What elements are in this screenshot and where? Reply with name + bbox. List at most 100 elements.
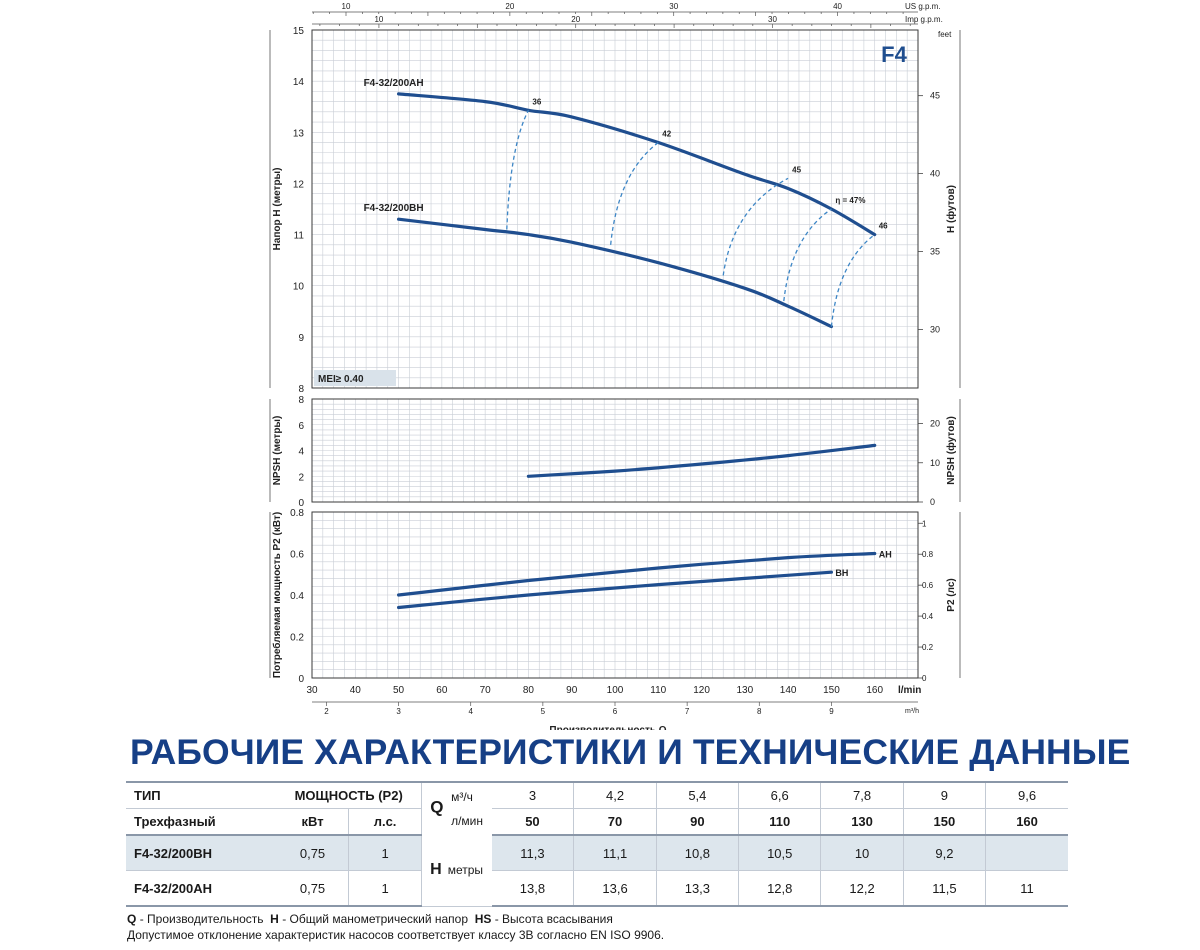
footnote-legend: Q - Производительность H - Общий маномет… <box>127 912 613 926</box>
efficiency-label: η = 47% <box>835 196 865 205</box>
series-line <box>526 443 877 478</box>
q-lmin-cell: 130 <box>820 808 904 836</box>
top-axis-imp-label: 10 <box>374 15 383 24</box>
footnote-q-text: - Производительность <box>139 912 264 926</box>
y-tick-label: 6 <box>298 421 304 432</box>
table-row: F4-32/200AH 0,75 1 13,8 13,6 13,3 12,8 1… <box>126 870 1068 907</box>
plot-frame <box>311 511 919 679</box>
efficiency-line <box>506 109 530 230</box>
power-hp: 1 <box>348 870 422 907</box>
power-kw: 0,75 <box>276 870 349 907</box>
right-unit-label: feet <box>938 30 952 39</box>
y-tick-label: 0.6 <box>290 550 304 561</box>
series-label: AH <box>879 550 892 560</box>
q-m3h-cell: 6,6 <box>738 781 821 809</box>
q-m3h-cell: 3 <box>491 781 574 809</box>
q-lmin-cell: 110 <box>738 808 821 836</box>
y-right-tick-label: 40 <box>930 169 940 179</box>
top-axis-us-label: 30 <box>669 2 678 11</box>
head-value: 10,5 <box>738 835 821 871</box>
y-tick-label: 10 <box>293 282 305 293</box>
q-unit-m3h: м³/ч <box>451 790 473 804</box>
x-m3h-label: 3 <box>396 707 401 716</box>
y-tick-label: 0.4 <box>290 591 304 602</box>
y-tick-label: 8 <box>298 384 304 395</box>
head-value: 12,8 <box>738 870 821 907</box>
mei-box <box>314 370 396 386</box>
x-tick-label: 150 <box>823 685 840 696</box>
x-tick-label: 70 <box>480 685 492 696</box>
y-tick-label: 13 <box>293 128 305 139</box>
q-m3h-cell: 9 <box>902 781 986 809</box>
head-value <box>985 835 1068 871</box>
x-tick-label: 140 <box>780 685 797 696</box>
series-label: F4-32/200AH <box>364 78 424 89</box>
head-value: 13,3 <box>655 870 739 907</box>
y-axis-title: Потребляемая мощность P2 (кВт) <box>271 512 283 678</box>
y-tick-label: 8 <box>298 395 304 406</box>
x-tick-label: 60 <box>436 685 448 696</box>
h-letter: H <box>430 861 442 879</box>
y-right-tick-label: 0.6 <box>922 581 934 590</box>
x-tick-label: 50 <box>393 685 405 696</box>
y-right-tick-label: 1 <box>922 519 927 528</box>
head-value: 11 <box>985 870 1068 907</box>
y-tick-label: 9 <box>298 333 304 344</box>
y-tick-label: 0 <box>298 498 304 509</box>
efficiency-label: 46 <box>879 222 888 231</box>
y-tick-label: 2 <box>298 472 304 483</box>
y-axis-title: Напор H (метры) <box>272 168 283 251</box>
header-type: ТИП <box>126 781 277 809</box>
y-tick-label: 0.8 <box>290 508 304 519</box>
header-hp: л.с. <box>348 808 422 836</box>
q-m3h-cell: 7,8 <box>820 781 904 809</box>
header-kw: кВт <box>276 808 349 836</box>
x-m3h-label: 8 <box>757 707 762 716</box>
q-m3h-cell: 4,2 <box>573 781 657 809</box>
footnote-h-key: H <box>270 912 279 926</box>
footnote-q-key: Q <box>127 912 137 926</box>
footnote-hs-text: - Высота всасывания <box>494 912 613 926</box>
plot-frame <box>311 398 919 503</box>
x-m3h-label: 4 <box>468 707 473 716</box>
y-right-tick-label: 45 <box>930 91 940 101</box>
x-tick-label: 80 <box>523 685 535 696</box>
top-axis-us-unit: US g.p.m. <box>905 2 941 11</box>
efficiency-label: 36 <box>532 97 541 106</box>
y-right-tick-label: 20 <box>930 419 940 429</box>
efficiency-line <box>830 234 876 327</box>
top-axis-us-label: 40 <box>833 2 842 11</box>
q-lmin-cell: 70 <box>573 808 657 836</box>
y-right-tick-label: 0.4 <box>922 612 934 621</box>
power-kw: 0,75 <box>276 835 349 871</box>
y-right-tick-label: 0.8 <box>922 550 934 559</box>
head-value: 13,6 <box>573 870 657 907</box>
x-tick-label: 110 <box>650 685 666 696</box>
y-tick-label: 0 <box>298 674 304 685</box>
y-right-tick-label: 30 <box>930 324 940 334</box>
y-tick-label: 12 <box>293 179 305 190</box>
q-lmin-cell: 50 <box>491 808 574 836</box>
q-m3h-cell: 5,4 <box>655 781 739 809</box>
mei-label: MEI≥ 0.40 <box>318 374 364 385</box>
series-line <box>397 92 877 237</box>
y-right-tick-label: 0.2 <box>922 643 934 652</box>
power-hp: 1 <box>348 835 422 871</box>
x-tick-label: 160 <box>866 685 883 696</box>
footnote-tolerance: Допустимое отклонение характеристик насо… <box>127 928 665 942</box>
x-m3h-label: 2 <box>324 707 329 716</box>
y-right-tick-label: 10 <box>930 458 940 468</box>
q-label-cell: Q м³/ч л/мин <box>420 781 492 835</box>
spec-table: ТИП МОЩНОСТЬ (P2) Q м³/ч л/мин 3 4,2 5,4… <box>126 781 1068 907</box>
x-tick-label: 30 <box>306 685 318 696</box>
y-right-tick-label: 0 <box>930 497 935 507</box>
x-m3h-label: 6 <box>613 707 618 716</box>
header-type-sub: Трехфазный <box>126 808 277 836</box>
footnote-hs-key: HS <box>474 912 492 926</box>
head-value: 11,3 <box>491 835 574 871</box>
x-m3h-label: 5 <box>541 707 546 716</box>
head-value: 11,5 <box>902 870 986 907</box>
y-axis-title-right: P2 (лс) <box>946 578 957 611</box>
